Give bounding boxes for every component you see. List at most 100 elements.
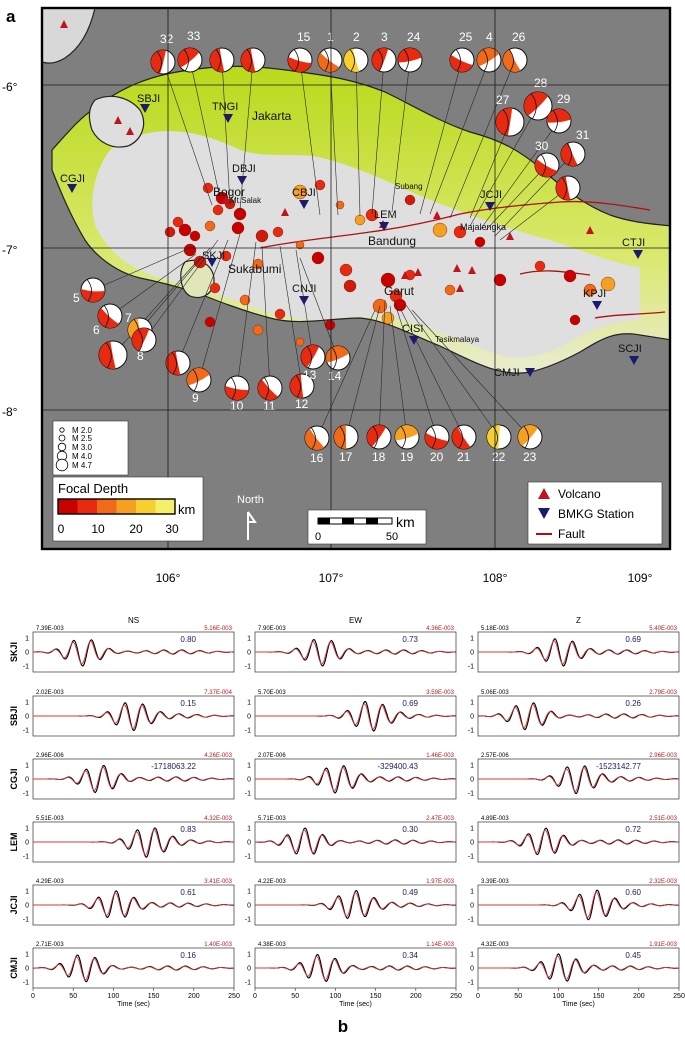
observed-amplitude: 5.51E-003 [36, 816, 64, 822]
y-tick: 1 [25, 636, 29, 643]
scale-bar: km 0 50 [307, 509, 427, 545]
depth-tick: 10 [91, 522, 105, 536]
beachball-label: 11 [263, 399, 276, 413]
station-label: JCJI [480, 189, 502, 201]
station-label: TNGI [212, 101, 238, 113]
legend-fault: Fault [558, 527, 585, 541]
beachball-label: 17 [339, 450, 353, 464]
beachball-label: 8 [137, 349, 144, 363]
beachball [366, 424, 392, 450]
beachball-compression [452, 426, 471, 450]
synthetic-amplitude: 1.91E-003 [649, 942, 677, 948]
waveform-row: CGJI 1 0 -1 2.96E-006 4.26E-003 -1718063.22 1 0 -… [9, 753, 680, 800]
station-label: DBJI [232, 163, 256, 175]
leader-line [345, 305, 381, 438]
leader-line [189, 59, 221, 199]
station-marker [237, 176, 247, 185]
leader-line [139, 247, 211, 331]
leader-line [177, 239, 229, 364]
synthetic-trace [33, 766, 235, 791]
leader-line [494, 153, 574, 237]
variance-reduction: -329400.43 [378, 762, 419, 771]
station-label: CNJI [292, 283, 316, 295]
observed-amplitude: 4.29E-003 [36, 879, 64, 885]
y-tick: 0 [247, 777, 251, 784]
variance-reduction: 0.30 [402, 825, 418, 834]
beachball-compression [301, 345, 320, 368]
beachball-compression [305, 428, 325, 450]
leader-line [393, 299, 438, 438]
beachball [209, 47, 235, 73]
waveform-plot: 1 0 -1 3.39E-003 2.32E-003 0.60 [468, 879, 680, 926]
epicenter-dot [365, 208, 379, 222]
variance-reduction: 0.26 [625, 699, 641, 708]
epicenter-dot [444, 284, 456, 296]
observed-amplitude: 2.57E-006 [481, 753, 509, 759]
epicenter-dot [534, 260, 546, 272]
beachball-label: 16 [310, 451, 324, 465]
beachball-label: 23 [523, 450, 537, 464]
x-tick: 200 [633, 993, 645, 1000]
leader-line [419, 59, 463, 215]
depth-colorbar [58, 499, 176, 514]
volcano-marker [456, 284, 464, 292]
synthetic-amplitude: 2.96E-003 [649, 753, 677, 759]
x-tick: 250 [228, 993, 240, 1000]
volcano-marker [453, 264, 461, 272]
epicenter-dot [274, 308, 286, 320]
leader-line [378, 299, 386, 438]
synthetic-trace [255, 767, 457, 792]
north-label: North [237, 494, 264, 506]
beachball-label: 21 [457, 450, 471, 464]
observed-amplitude: 2.02E-003 [36, 690, 64, 696]
epicenter-dot [193, 255, 207, 269]
y-tick: 1 [470, 826, 474, 833]
waveform-plot: 1 0 -1 2.96E-006 4.26E-003 -1718063.22 [23, 753, 235, 800]
beachball [80, 277, 106, 303]
epicenter-dot [432, 222, 448, 238]
observed-amplitude: 5.70E-003 [258, 690, 286, 696]
variance-reduction: -1523142.77 [596, 762, 641, 771]
leader-line [469, 121, 511, 219]
epicenter-dot [255, 229, 269, 243]
mag-label: M 2.5 [72, 434, 93, 443]
depth-color-swatch [155, 499, 176, 514]
beachball-label: 10 [230, 399, 244, 413]
observed-amplitude: 5.71E-003 [258, 816, 286, 822]
focal-depth-title: Focal Depth [58, 481, 128, 496]
y-tick: 1 [470, 636, 474, 643]
synthetic-amplitude: 5.40E-003 [649, 626, 677, 632]
volcano-marker [114, 116, 122, 124]
station-marker [140, 104, 150, 113]
x-tick: 100 [108, 993, 120, 1000]
depth-tick: 0 [58, 522, 65, 536]
leader-line [221, 59, 231, 206]
focal-depth-legend: Focal Depth km 0 10 20 30 [52, 476, 204, 542]
lat-tick: -7° [2, 243, 18, 257]
beachball-compression [556, 176, 571, 200]
waveform-plot: 1 0 -1 2.07E-006 1.46E-003 -329400.43 [245, 753, 457, 800]
synthetic-amplitude: 2.51E-003 [649, 816, 677, 822]
city-label: Bandung [368, 234, 416, 248]
beachball-compression [178, 48, 200, 68]
synthetic-trace [478, 640, 679, 665]
volcano-marker [414, 268, 422, 276]
y-tick: 1 [25, 826, 29, 833]
beachball [150, 49, 176, 75]
lon-tick: 106° [156, 571, 181, 585]
beachball-compression [450, 54, 473, 72]
volcano-marker [222, 196, 230, 204]
depth-color-swatch [136, 499, 156, 514]
station-label: CISI [402, 323, 423, 335]
leader-line [355, 59, 361, 217]
fault-line [594, 311, 666, 319]
epicenter-dot [202, 182, 214, 194]
grid [42, 8, 670, 549]
volcano-marker [401, 271, 409, 279]
city-label: Jakarta [252, 109, 292, 123]
beachball-label: 4 [486, 30, 493, 44]
